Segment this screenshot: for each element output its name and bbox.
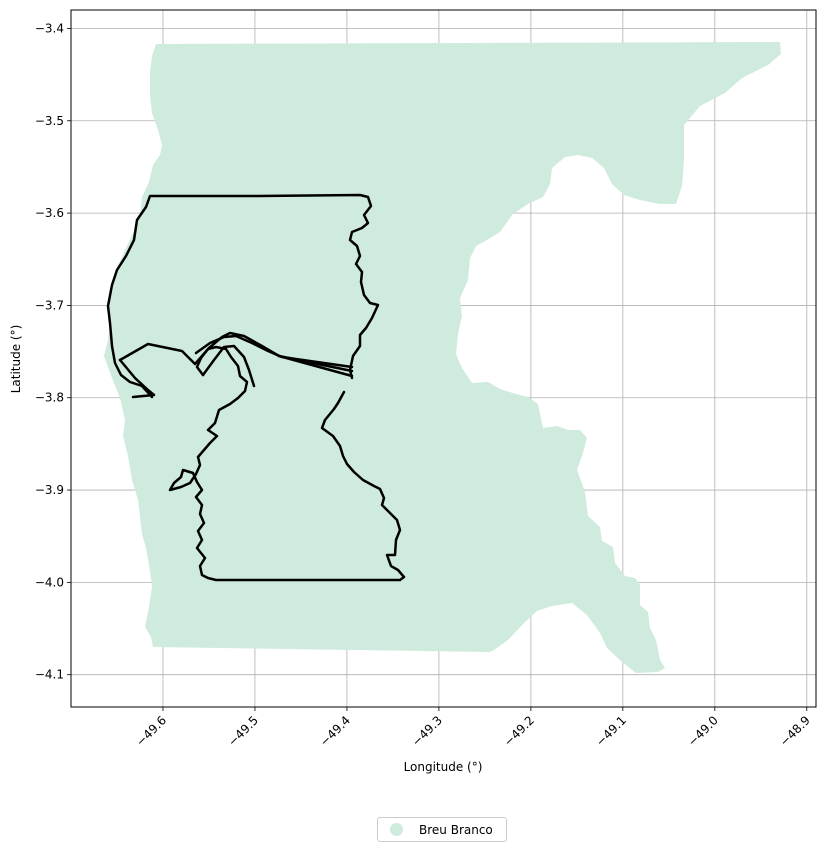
x-tick-label: −49.1 [593, 713, 629, 749]
boundary-north-west [106, 193, 380, 399]
x-tick-label: −49.4 [317, 713, 353, 749]
legend-label: Breu Branco [419, 822, 493, 837]
x-axis-ticks: −49.6 −49.5 −49.4 −49.3 −49.2 −49.1 −49.0 −48.9 [133, 707, 813, 749]
x-tick-label: −49.6 [133, 713, 169, 749]
x-tick-label: −48.9 [777, 713, 813, 749]
x-tick-label: −49.3 [409, 713, 445, 749]
y-tick-label: −4.1 [35, 668, 64, 682]
y-axis-ticks: −3.4 −3.5 −3.6 −3.7 −3.8 −3.9 −4.0 −4.1 [35, 21, 71, 682]
boundary-river-corridor-south [201, 344, 256, 388]
y-tick-label: −3.9 [35, 483, 64, 497]
y-tick-label: −3.4 [35, 21, 64, 35]
y-tick-label: −4.0 [35, 575, 64, 589]
x-tick-label: −49.5 [225, 713, 261, 749]
boundary-outline [106, 193, 406, 582]
x-axis-label: Longitude (°) [404, 760, 483, 774]
boundary-river-corridor-link [277, 354, 354, 378]
x-tick-label: −49.0 [685, 713, 721, 749]
boundary-south-east [168, 345, 406, 582]
axes-frame [70, 9, 817, 708]
legend-marker [390, 823, 403, 836]
y-tick-label: −3.6 [35, 206, 64, 220]
breu-branco-area [104, 42, 781, 673]
y-axis-label: Latitude (°) [9, 325, 23, 394]
legend: Breu Branco [377, 817, 507, 842]
boundary-river-corridor-lower [118, 358, 156, 399]
y-tick-label: −3.8 [35, 391, 64, 405]
y-tick-label: −3.7 [35, 298, 64, 312]
x-tick-label: −49.2 [501, 713, 537, 749]
y-tick-label: −3.5 [35, 114, 64, 128]
